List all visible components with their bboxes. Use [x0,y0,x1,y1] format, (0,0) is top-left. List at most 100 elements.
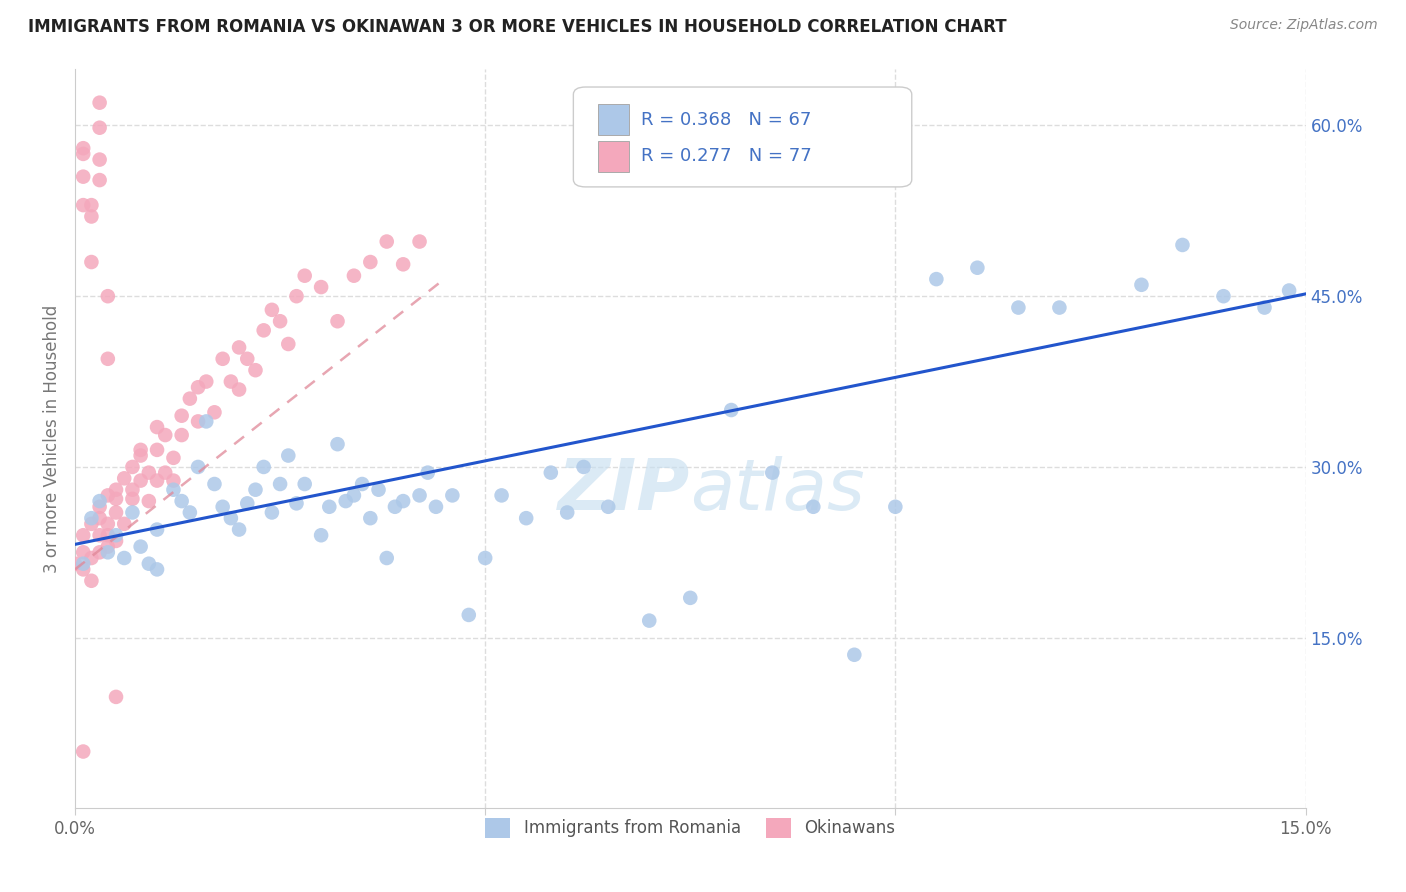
Point [72,528,94,542]
Point [97,289,120,303]
Point [80,198,103,212]
Point [1253,301,1275,315]
Point [761,466,783,480]
Point [121,459,143,474]
Point [89,153,111,167]
Point [309,528,332,542]
Point [1130,277,1153,292]
Point [138,557,160,571]
Point [72,169,94,184]
Point [285,496,308,510]
Text: atlas: atlas [690,456,865,524]
Point [63,557,86,571]
Point [80,511,103,525]
Point [1212,289,1234,303]
Point [359,255,381,269]
Point [638,614,661,628]
Point [318,500,340,514]
Point [72,198,94,212]
Point [352,477,374,491]
Point [228,523,250,537]
Point [326,437,349,451]
Point [72,147,94,161]
Point [105,528,128,542]
Point [105,483,128,497]
Point [97,528,120,542]
Point [540,466,562,480]
Point [679,591,702,605]
Point [195,375,218,389]
Point [425,500,447,514]
Point [228,383,250,397]
Point [72,745,94,759]
Point [97,351,120,366]
Legend: Immigrants from Romania, Okinawans: Immigrants from Romania, Okinawans [478,811,901,845]
Y-axis label: 3 or more Vehicles in Household: 3 or more Vehicles in Household [44,304,60,573]
Point [408,235,430,249]
Point [80,516,103,531]
Point [392,257,415,271]
Point [572,459,595,474]
Point [211,500,233,514]
Point [80,551,103,566]
Point [89,173,111,187]
Point [309,280,332,294]
Point [375,235,398,249]
Point [441,488,464,502]
Point [801,500,824,514]
Point [89,545,111,559]
Point [966,260,988,275]
Text: R = 0.277   N = 77: R = 0.277 N = 77 [641,147,811,165]
Point [170,428,193,442]
Point [491,488,513,502]
Point [326,314,349,328]
Point [253,323,276,337]
Point [105,533,128,548]
Point [121,506,143,520]
Point [105,506,128,520]
Point [285,289,308,303]
Point [170,409,193,423]
Point [343,488,366,502]
Point [187,380,209,394]
Point [105,491,128,506]
Point [121,491,143,506]
Point [269,477,291,491]
Point [211,351,233,366]
Point [245,483,267,497]
Point [138,494,160,508]
Point [187,414,209,428]
Point [294,268,316,283]
Point [457,607,479,622]
Point [146,474,169,488]
Point [187,459,209,474]
Point [335,494,357,508]
Point [228,340,250,354]
Point [375,551,398,566]
Point [97,516,120,531]
Point [72,141,94,155]
Point [269,314,291,328]
Point [1007,301,1029,315]
Point [1047,301,1070,315]
Point [97,545,120,559]
Point [179,392,201,406]
Point [416,466,439,480]
Point [97,488,120,502]
Point [343,268,366,283]
Point [89,120,111,135]
FancyBboxPatch shape [598,104,628,135]
Point [844,648,866,662]
FancyBboxPatch shape [574,87,911,187]
Point [112,551,135,566]
Point [89,494,111,508]
Text: Source: ZipAtlas.com: Source: ZipAtlas.com [1230,18,1378,32]
Point [121,483,143,497]
Point [80,255,103,269]
Text: R = 0.368   N = 67: R = 0.368 N = 67 [641,111,811,128]
Point [80,210,103,224]
Point [170,494,193,508]
Point [89,95,111,110]
Text: ZIP: ZIP [558,456,690,524]
Point [129,449,152,463]
